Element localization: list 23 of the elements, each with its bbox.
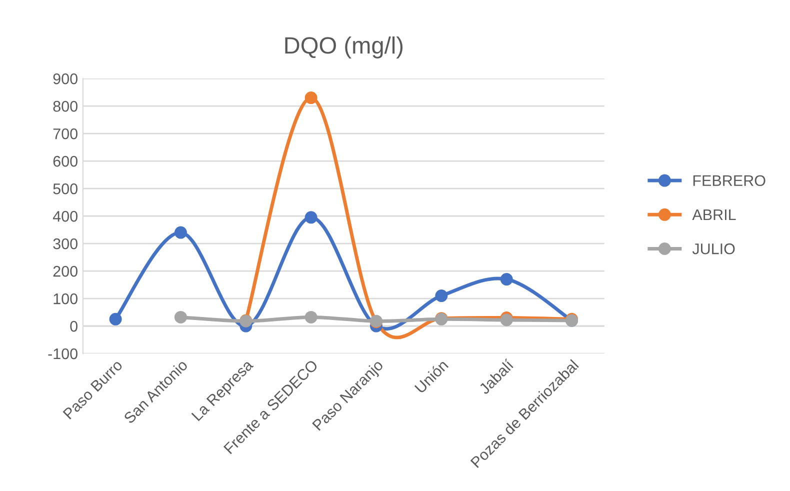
y-tick-label: 800 xyxy=(53,100,78,112)
y-tick-label: 200 xyxy=(53,266,78,277)
y-tick-label: 300 xyxy=(53,238,78,250)
chart-title: DQO (mg/l) xyxy=(285,36,403,58)
y-tick-label: 100 xyxy=(54,293,78,304)
y-tick-label: 600 xyxy=(53,156,78,167)
y-tick-label: 500 xyxy=(53,183,78,194)
point xyxy=(500,273,513,286)
point xyxy=(109,312,122,326)
point xyxy=(174,310,187,324)
point xyxy=(304,211,318,224)
y-tick-label: 0 xyxy=(70,320,78,332)
point xyxy=(435,290,448,302)
y-tick-label: 700 xyxy=(53,128,78,140)
y-tick-label: 400 xyxy=(52,210,78,222)
point xyxy=(304,92,318,104)
y-tick-label: 900 xyxy=(53,73,78,84)
legend-label: JULIO xyxy=(692,243,735,254)
point xyxy=(174,226,187,239)
point xyxy=(304,310,318,324)
y-tick-label: -100 xyxy=(48,348,78,360)
legend-label: FEBRERO xyxy=(693,175,766,186)
legend-label: ABRIL xyxy=(692,209,736,220)
